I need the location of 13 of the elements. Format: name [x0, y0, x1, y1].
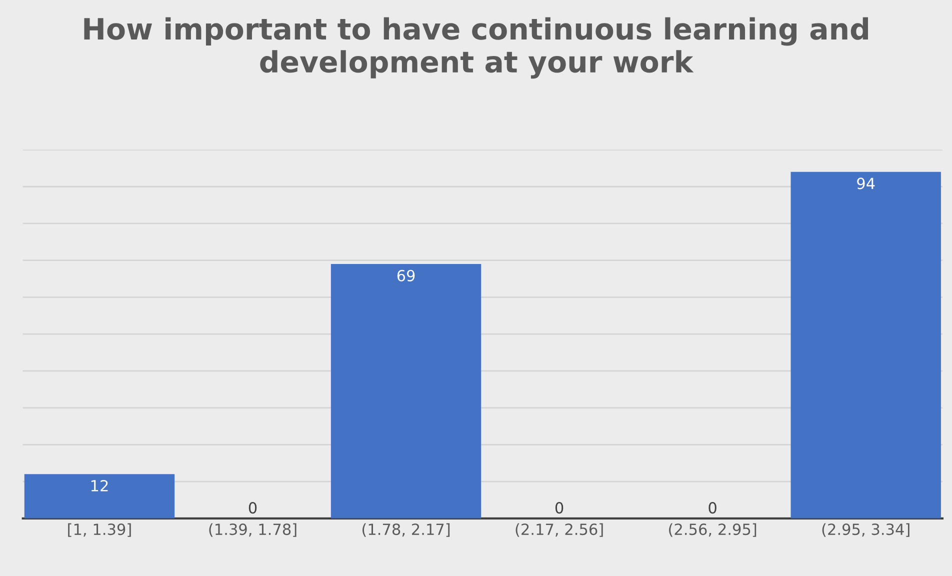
data-label: 69 [397, 270, 415, 282]
x-tick-label: (1.39, 1.78] [209, 523, 296, 537]
x-tick-label: [1, 1.39] [68, 523, 131, 537]
data-label: 94 [857, 178, 875, 190]
chart-title: How important to have continuous learning and development at your work [84, 17, 868, 79]
data-label: 12 [91, 480, 108, 492]
data-label: 0 [708, 502, 716, 514]
x-tick-label: (2.95, 3.34] [822, 523, 910, 537]
x-tick-label: (2.17, 2.56] [516, 523, 603, 537]
x-tick-label: (1.78, 2.17] [362, 523, 450, 537]
data-label: 0 [555, 502, 564, 514]
data-label: 0 [248, 502, 257, 514]
x-tick-label: (2.56, 2.95] [669, 523, 756, 537]
